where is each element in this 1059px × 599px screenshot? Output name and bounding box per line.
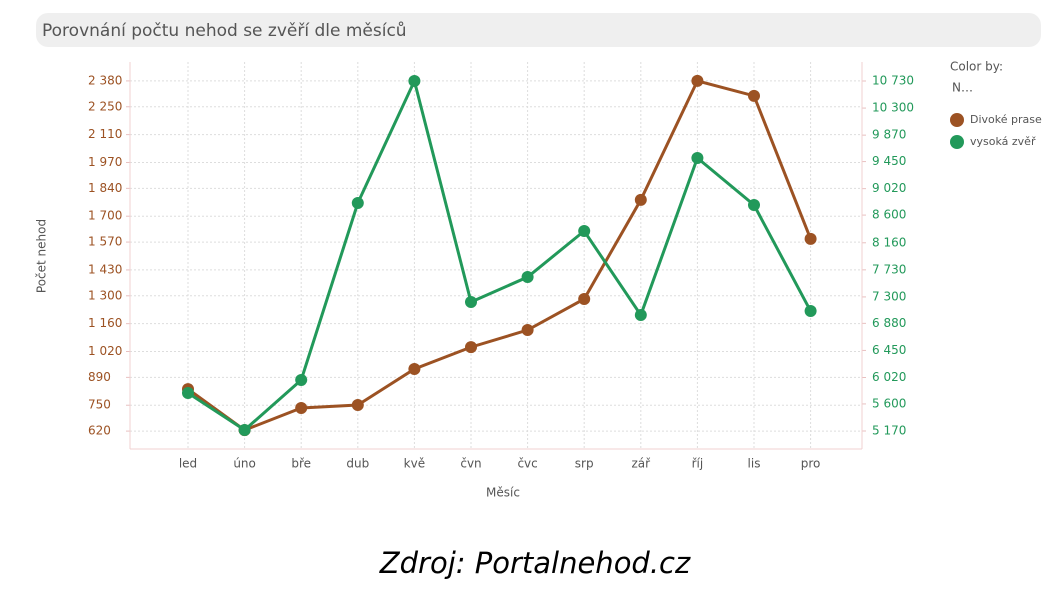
point [295, 374, 308, 387]
y-tick-label: 2 250 [88, 99, 122, 113]
y-tick-label: 1 160 [88, 316, 122, 330]
x-tick-label: kvě [404, 457, 425, 471]
point [295, 402, 308, 415]
legend-subtitle: N… [952, 81, 973, 95]
point [691, 74, 704, 87]
x-tick-label: zář [632, 457, 652, 471]
y2-tick-label: 5 600 [872, 396, 906, 410]
title-bar [36, 13, 1041, 47]
point [521, 271, 534, 284]
y-tick-label: 620 [88, 424, 111, 438]
point [351, 399, 364, 412]
y2-tick-label: 10 730 [872, 74, 914, 88]
y-tick-label: 1 970 [88, 155, 122, 169]
point [634, 193, 647, 206]
legend-marker[interactable] [950, 113, 964, 127]
point [465, 341, 477, 354]
y2-tick-label: 6 020 [872, 370, 906, 384]
point [748, 199, 760, 212]
point [804, 232, 817, 245]
y-tick-label: 1 020 [88, 344, 122, 358]
point [634, 309, 647, 322]
point [465, 296, 477, 309]
x-tick-label: čvn [460, 457, 481, 471]
point [804, 305, 817, 318]
y-tick-label: 1 300 [88, 288, 122, 302]
y-tick-label: 890 [88, 370, 111, 384]
y2-tick-label: 8 600 [872, 208, 906, 222]
y2-tick-label: 5 170 [872, 423, 906, 437]
y-axis-label: Počet nehod [35, 219, 49, 293]
y2-tick-label: 9 870 [872, 128, 906, 142]
x-tick-label: úno [233, 457, 256, 471]
point [351, 197, 364, 210]
legend-marker[interactable] [950, 135, 964, 149]
point [521, 324, 534, 337]
y2-tick-label: 10 300 [872, 101, 914, 115]
x-axis-label: Měsíc [486, 486, 520, 500]
y-tick-label: 750 [88, 398, 111, 412]
y2-tick-label: 9 450 [872, 154, 906, 168]
series-line [187, 76, 812, 432]
point [408, 363, 421, 376]
y-tick-label: 2 110 [88, 127, 122, 141]
x-tick-label: dub [346, 457, 369, 471]
x-tick-label: čvc [517, 457, 537, 471]
y2-tick-label: 8 160 [872, 235, 906, 249]
point [748, 89, 760, 102]
y2-tick-label: 9 020 [872, 181, 906, 195]
point [238, 423, 251, 436]
x-tick-label: pro [801, 457, 821, 471]
x-tick-label: led [179, 457, 197, 471]
legend-label[interactable]: vysoká zvěř [970, 135, 1036, 148]
point [408, 75, 421, 88]
legend-title: Color by: [950, 60, 1003, 74]
point [691, 151, 704, 164]
source: Zdroj: Portalnehod.cz [379, 546, 691, 580]
x-tick-label: říj [692, 457, 704, 471]
series-line [187, 79, 812, 432]
x-tick-label: srp [575, 457, 594, 471]
point [182, 386, 194, 399]
y-tick-label: 1 570 [88, 235, 122, 249]
x-tick-label: bře [291, 457, 311, 471]
x-tick-label: lis [748, 457, 761, 471]
y2-tick-label: 6 450 [872, 343, 906, 357]
y2-tick-label: 6 880 [872, 316, 906, 330]
y-tick-label: 1 840 [88, 181, 122, 195]
y-tick-label: 1 430 [88, 262, 122, 276]
y2-tick-label: 7 300 [872, 289, 906, 303]
point [578, 292, 591, 305]
point [578, 225, 591, 238]
y-tick-label: 2 380 [88, 73, 122, 87]
legend-label[interactable]: Divoké prase [970, 113, 1042, 126]
chart-title: Porovnání počtu nehod se zvěří dle měsíc… [42, 21, 407, 41]
y2-tick-label: 7 730 [872, 262, 906, 276]
y-tick-label: 1 700 [88, 209, 122, 223]
